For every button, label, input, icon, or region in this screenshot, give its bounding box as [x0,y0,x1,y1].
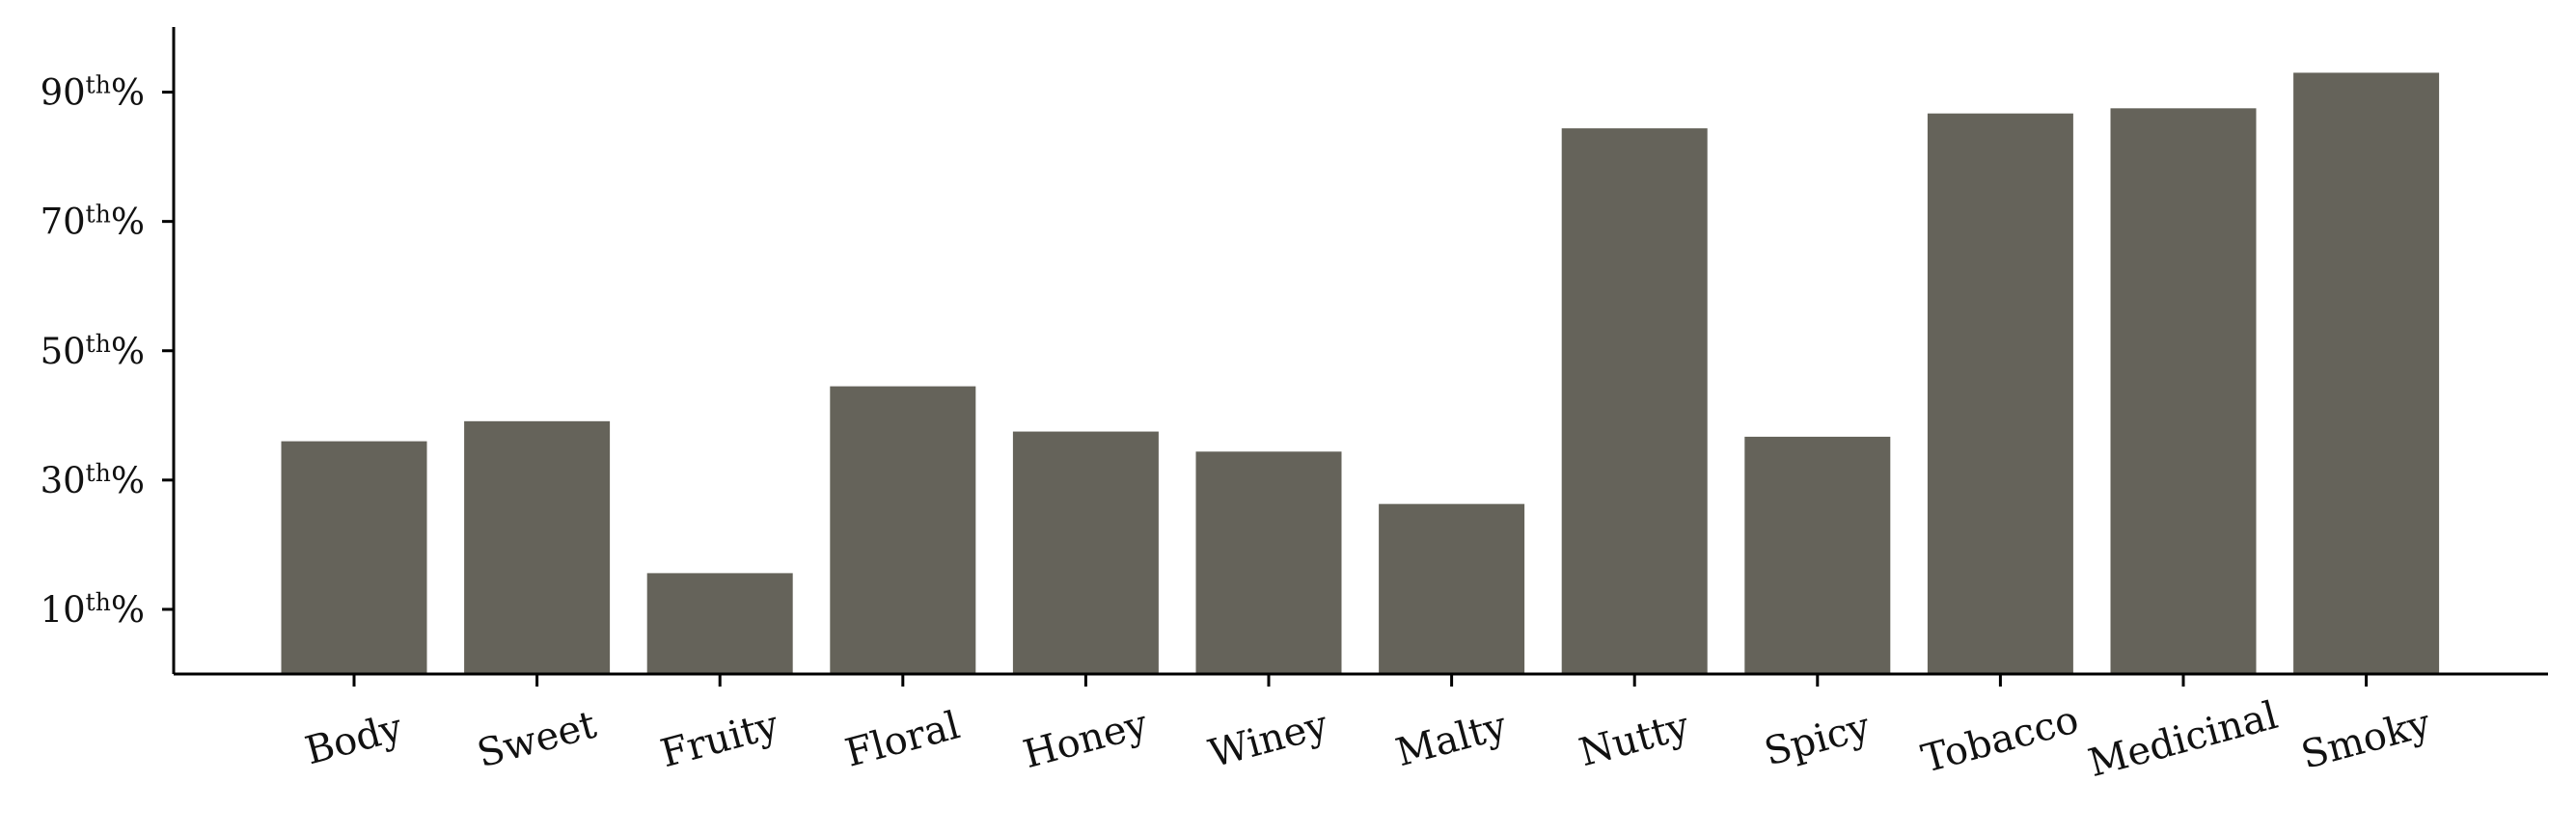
y-tick-number: 10 [41,589,86,631]
y-tick-superscript: th [86,588,111,616]
x-tick-label-medicinal: Medicinal [2084,693,2283,786]
x-tick-label-fruity: Fruity [656,703,783,777]
y-tick-label: 10th% [41,588,145,631]
y-ticks: 10th%30th%50th%70th%90th% [41,71,174,631]
y-tick-label: 50th% [41,330,145,372]
bar-medicinal [2110,108,2257,674]
bar-floral [830,386,976,674]
bar-honey [1012,431,1159,674]
y-tick-unit: % [111,589,145,631]
bars [281,72,2440,674]
x-tick-label-sweet: Sweet [473,703,601,777]
y-tick-number: 70 [41,202,86,243]
y-tick-superscript: th [86,201,111,229]
y-tick-superscript: th [86,71,111,99]
y-tick-number: 90 [41,72,86,114]
x-tick-label-honey: Honey [1019,702,1153,777]
y-tick-label: 30th% [41,459,145,501]
x-ticks: Body Sweet Fruity Floral Honey Winey Malty Nutt… [301,674,2436,786]
x-tick-label-winey: Winey [1204,703,1332,777]
y-tick-unit: % [111,331,145,372]
y-tick-superscript: th [86,330,111,358]
x-tick-label-malty: Malty [1391,704,1512,776]
y-tick-label: 90th% [41,71,145,114]
x-tick-label-nutty: Nutty [1575,704,1694,775]
bar-winey [1195,451,1342,674]
bar-sweet [464,420,611,674]
bar-tobacco [1927,113,2073,674]
x-tick-label-spicy: Spicy [1760,704,1875,774]
bar-body [281,441,427,674]
bar-fruity [646,573,793,674]
bar-smoky [2293,72,2440,674]
bar-malty [1379,503,1525,674]
x-tick-label-floral: Floral [840,703,964,776]
y-tick-unit: % [111,72,145,114]
bar-spicy [1744,436,1891,674]
y-tick-number: 50 [41,331,86,372]
x-tick-label-body: Body [301,706,408,774]
y-tick-label: 70th% [41,201,145,243]
y-tick-number: 30 [41,460,86,501]
y-tick-unit: % [111,202,145,243]
y-tick-superscript: th [86,459,111,487]
y-tick-unit: % [111,460,145,501]
x-tick-label-tobacco: Tobacco [1917,697,2083,781]
x-tick-label-smoky: Smoky [2297,701,2436,778]
bar-nutty [1561,128,1708,674]
